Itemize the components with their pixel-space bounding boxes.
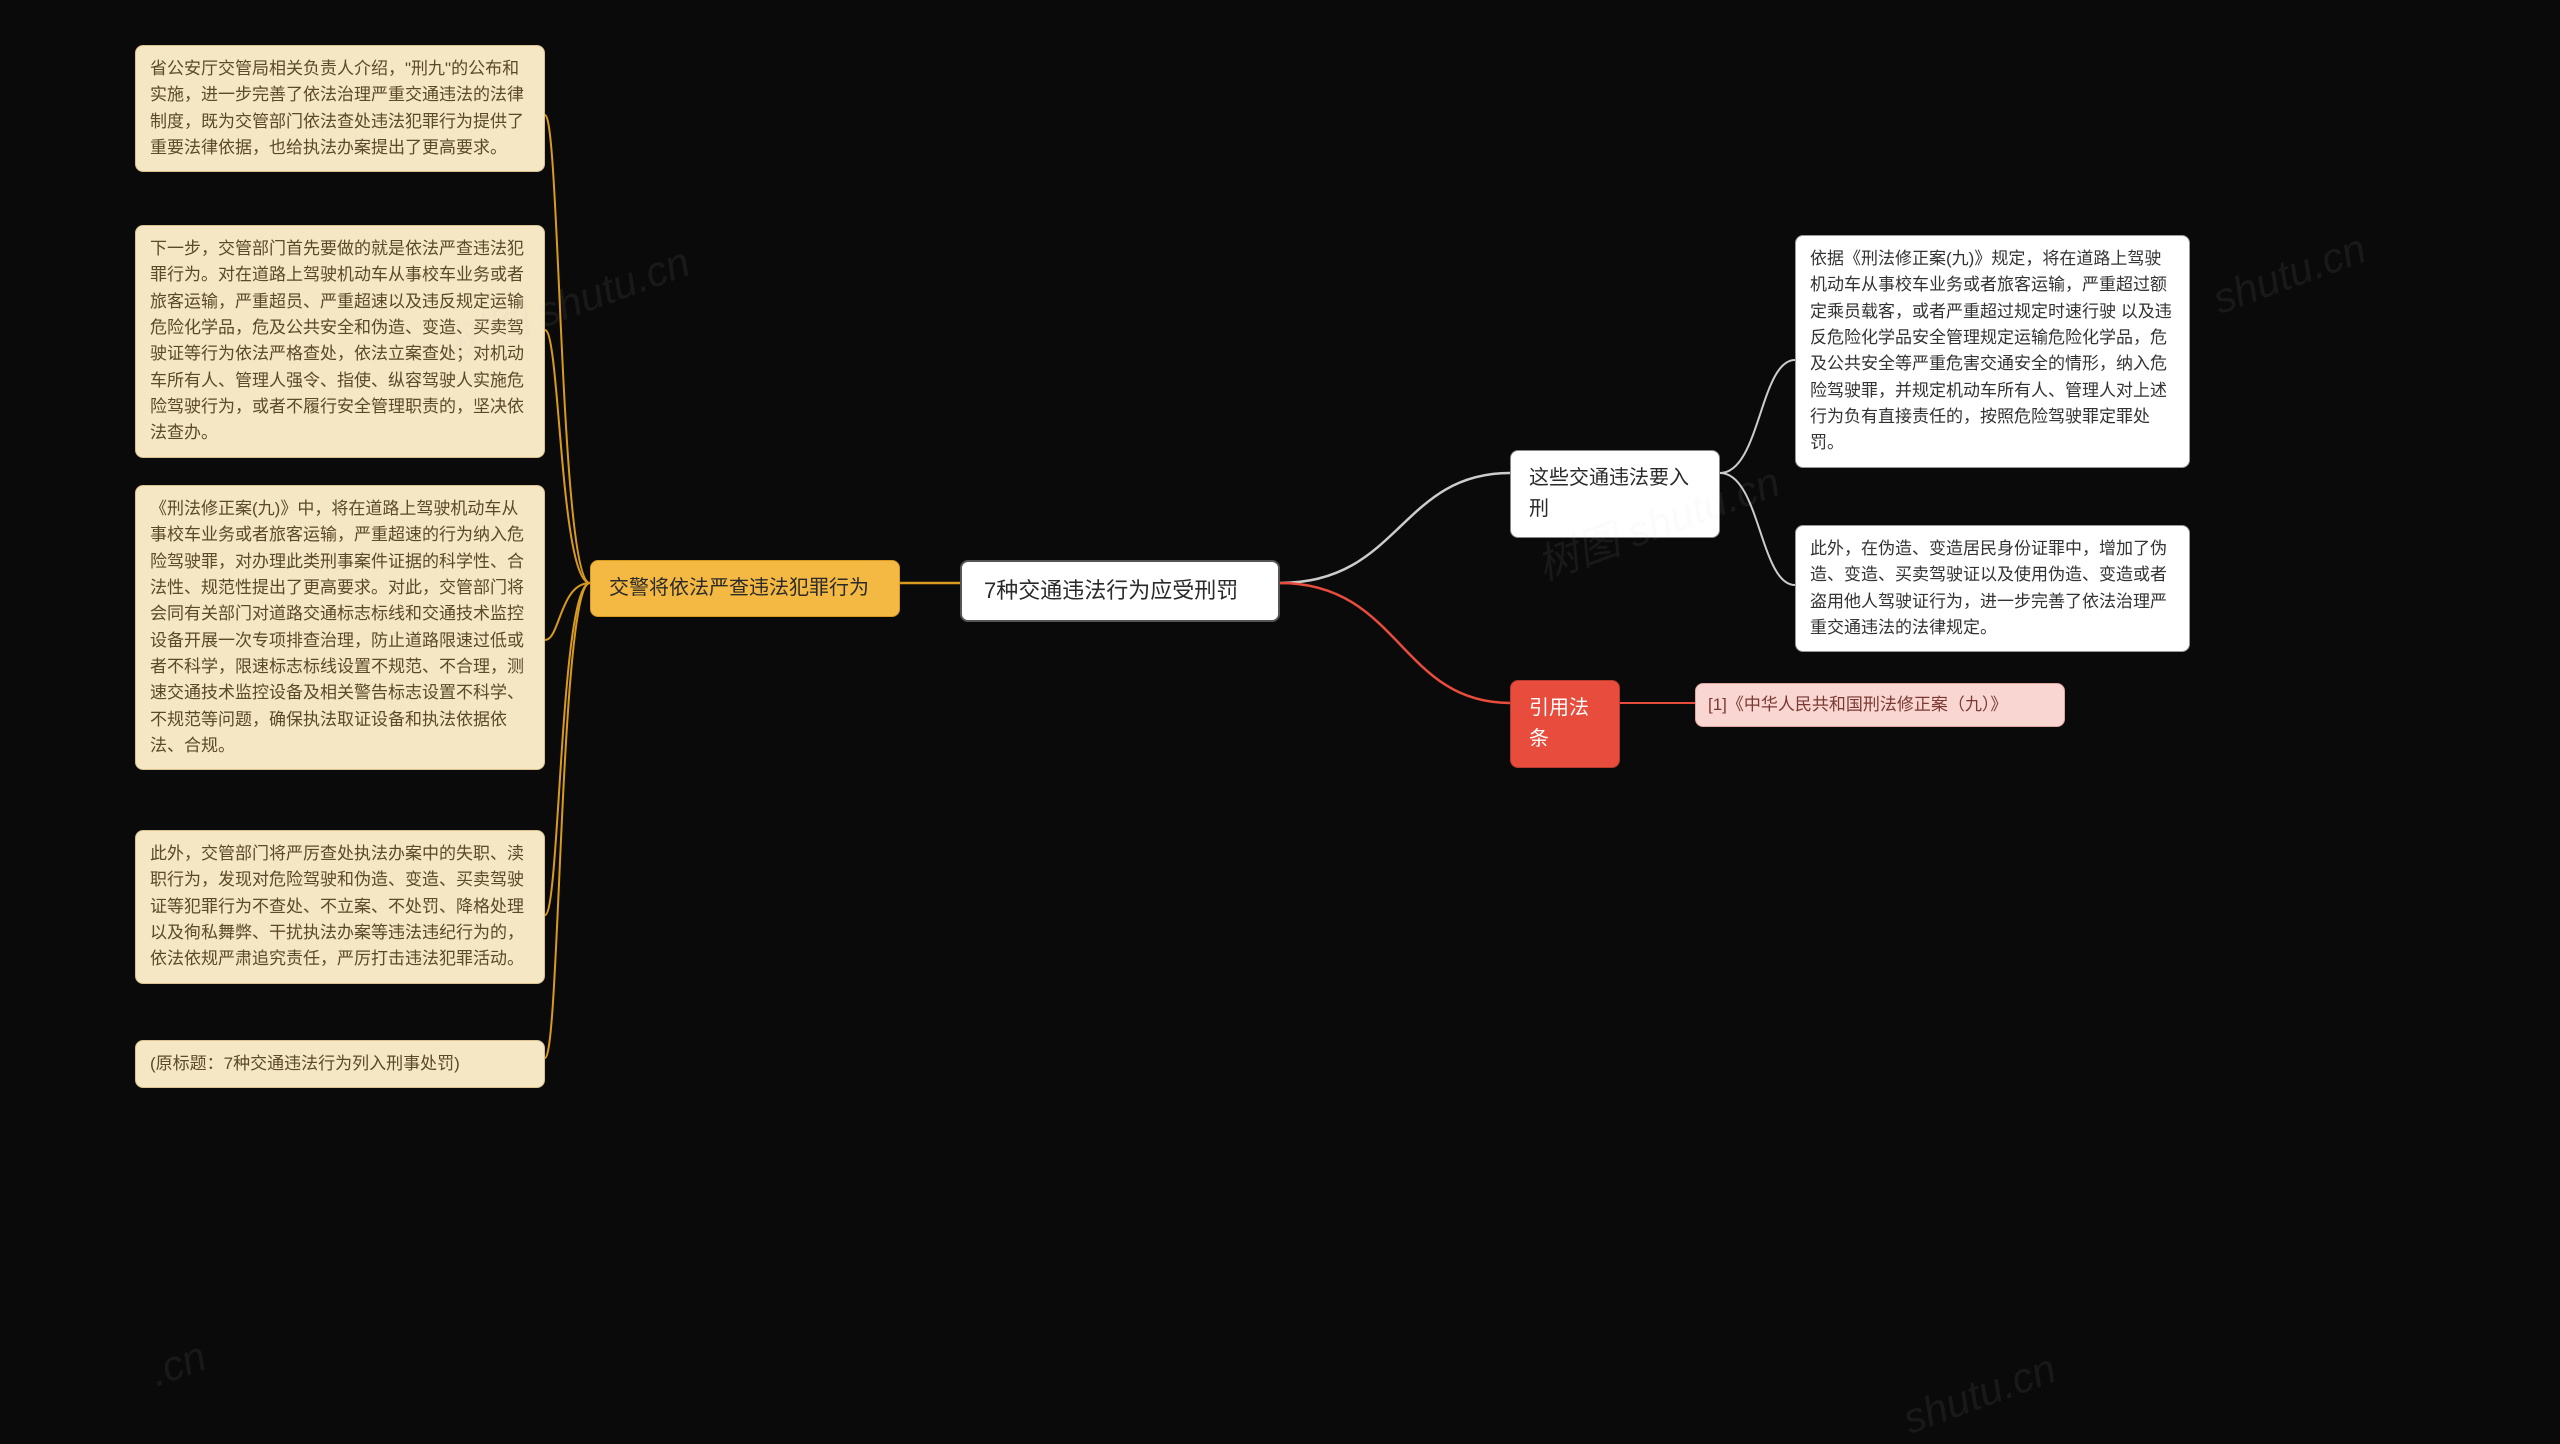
right-detail2-text: [1]《中华人民共和国刑法修正案（九）》 [1708,695,2007,714]
center-node: 7种交通违法行为应受刑罚 [960,560,1280,622]
left-detail-text-1: 下一步，交管部门首先要做的就是依法严查违法犯罪行为。对在道路上驾驶机动车从事校车… [150,239,524,442]
right-branch2-label: 引用法条 [1529,697,1589,750]
watermark: shutu.cn [1897,1344,2063,1443]
left-detail-text-2: 《刑法修正案(九)》中，将在道路上驾驶机动车从事校车业务或者旅客运输，严重超速的… [150,499,524,755]
left-detail-1: 下一步，交管部门首先要做的就是依法严查违法犯罪行为。对在道路上驾驶机动车从事校车… [135,225,545,458]
right-detail1-text-1: 此外，在伪造、变造居民身份证罪中，增加了伪造、变造、买卖驾驶证以及使用伪造、变造… [1810,539,2167,637]
right-branch1-label: 这些交通违法要入刑 [1529,467,1689,520]
left-detail-4: (原标题：7种交通违法行为列入刑事处罚) [135,1040,545,1088]
right-detail1-text-0: 依据《刑法修正案(九)》规定，将在道路上驾驶机动车从事校车业务或者旅客运输，严重… [1810,249,2172,452]
watermark: .cn [143,1332,212,1396]
right-branch1-node: 这些交通违法要入刑 [1510,450,1720,538]
right-detail1-0: 依据《刑法修正案(九)》规定，将在道路上驾驶机动车从事校车业务或者旅客运输，严重… [1795,235,2190,468]
left-detail-text-3: 此外，交管部门将严厉查处执法办案中的失职、渎职行为，发现对危险驾驶和伪造、变造、… [150,844,524,968]
watermark: shutu.cn [2207,224,2373,323]
left-branch-label: 交警将依法严查违法犯罪行为 [609,577,869,599]
left-detail-2: 《刑法修正案(九)》中，将在道路上驾驶机动车从事校车业务或者旅客运输，严重超速的… [135,485,545,770]
right-branch2-node: 引用法条 [1510,680,1620,768]
left-detail-text-0: 省公安厅交管局相关负责人介绍，"刑九"的公布和实施，进一步完善了依法治理严重交通… [150,59,524,157]
right-detail2: [1]《中华人民共和国刑法修正案（九）》 [1695,683,2065,727]
left-branch-node: 交警将依法严查违法犯罪行为 [590,560,900,617]
left-detail-3: 此外，交管部门将严厉查处执法办案中的失职、渎职行为，发现对危险驾驶和伪造、变造、… [135,830,545,984]
right-detail1-1: 此外，在伪造、变造居民身份证罪中，增加了伪造、变造、买卖驾驶证以及使用伪造、变造… [1795,525,2190,652]
left-detail-text-4: (原标题：7种交通违法行为列入刑事处罚) [150,1054,460,1073]
center-title: 7种交通违法行为应受刑罚 [984,578,1238,603]
left-detail-0: 省公安厅交管局相关负责人介绍，"刑九"的公布和实施，进一步完善了依法治理严重交通… [135,45,545,172]
